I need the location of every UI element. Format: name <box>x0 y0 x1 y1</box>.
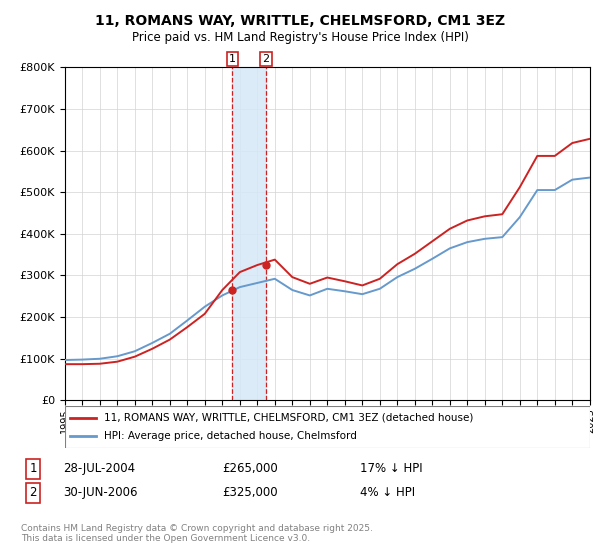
Text: £325,000: £325,000 <box>222 486 278 500</box>
FancyBboxPatch shape <box>65 406 590 448</box>
Text: 11, ROMANS WAY, WRITTLE, CHELMSFORD, CM1 3EZ (detached house): 11, ROMANS WAY, WRITTLE, CHELMSFORD, CM1… <box>104 413 473 423</box>
Text: Price paid vs. HM Land Registry's House Price Index (HPI): Price paid vs. HM Land Registry's House … <box>131 31 469 44</box>
Text: 2: 2 <box>29 486 37 500</box>
Bar <box>232 67 266 400</box>
Text: 11, ROMANS WAY, WRITTLE, CHELMSFORD, CM1 3EZ: 11, ROMANS WAY, WRITTLE, CHELMSFORD, CM1… <box>95 14 505 28</box>
Text: 4% ↓ HPI: 4% ↓ HPI <box>360 486 415 500</box>
Text: HPI: Average price, detached house, Chelmsford: HPI: Average price, detached house, Chel… <box>104 431 357 441</box>
Text: 30-JUN-2006: 30-JUN-2006 <box>63 486 137 500</box>
Text: 1: 1 <box>29 462 37 475</box>
Text: 28-JUL-2004: 28-JUL-2004 <box>63 462 135 475</box>
Text: £265,000: £265,000 <box>222 462 278 475</box>
Text: Contains HM Land Registry data © Crown copyright and database right 2025.
This d: Contains HM Land Registry data © Crown c… <box>21 524 373 543</box>
Text: 2: 2 <box>262 54 269 64</box>
Text: 1: 1 <box>229 54 236 64</box>
Text: 17% ↓ HPI: 17% ↓ HPI <box>360 462 422 475</box>
